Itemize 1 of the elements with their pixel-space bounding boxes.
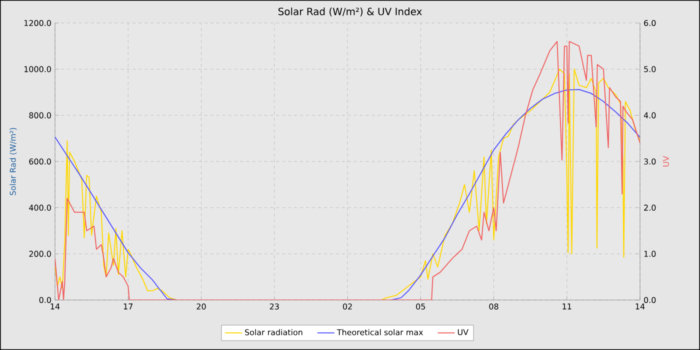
chart-title: Solar Rad (W/m²) & UV Index xyxy=(278,8,422,16)
